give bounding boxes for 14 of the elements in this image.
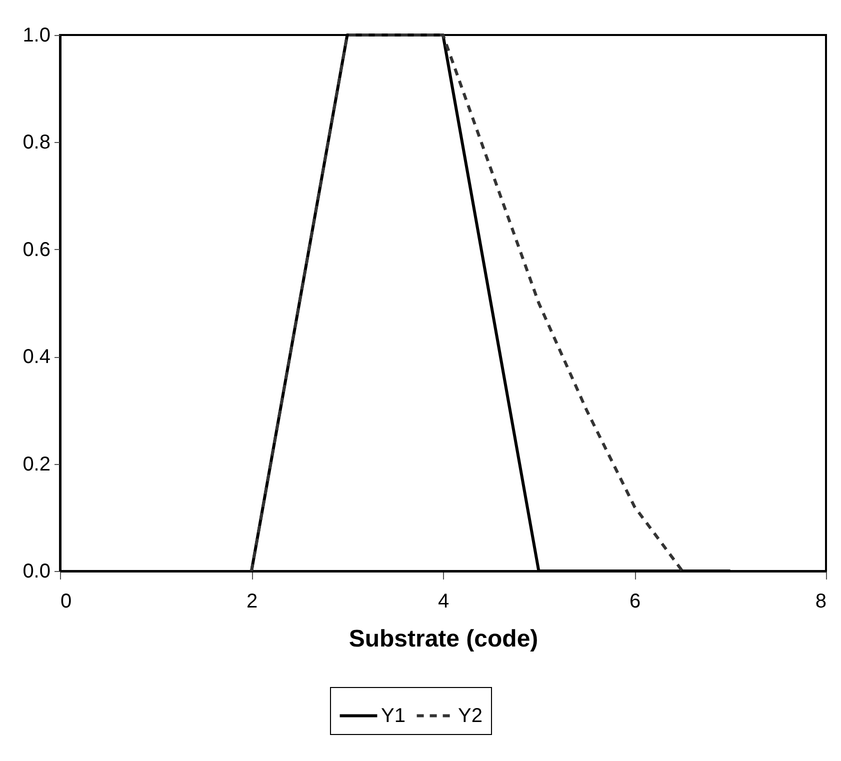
y-tick-label: 0.6 [22, 238, 50, 261]
y-tick-label: 0.2 [22, 453, 50, 476]
y-tick-label: 0.8 [22, 132, 50, 154]
y-tick-label: 0.0 [22, 560, 50, 582]
x-axis-title: Substrate (code) [348, 626, 538, 652]
legend-label: Y1 [381, 704, 406, 727]
y-tick-label: 0.4 [22, 346, 50, 368]
y-tick-label: 1.0 [22, 24, 50, 46]
x-tick-label: 0 [60, 590, 72, 612]
x-tick-label: 8 [815, 590, 826, 612]
x-tick-label: 4 [438, 590, 450, 612]
x-tick-label: 2 [246, 590, 258, 612]
legend-label: Y2 [458, 704, 482, 727]
x-tick-label: 6 [629, 590, 641, 612]
